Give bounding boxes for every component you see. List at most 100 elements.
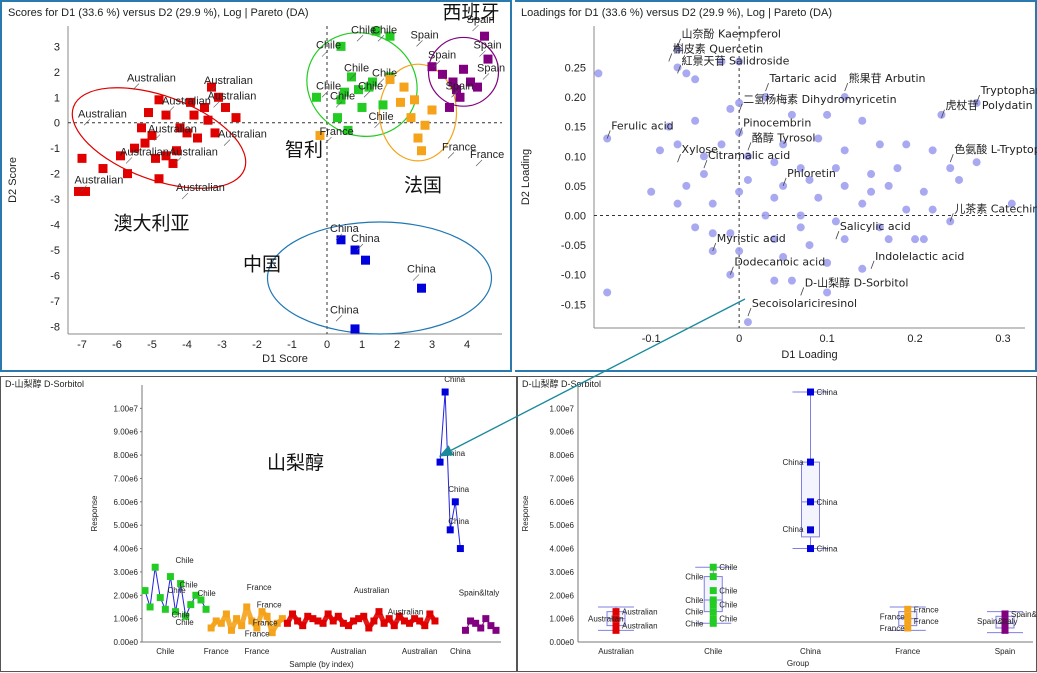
box-point-label: China [783, 458, 804, 467]
line-x-tick: Chile [156, 647, 175, 656]
scores-point-spain [438, 69, 447, 79]
loading-point [735, 57, 744, 66]
line-point [380, 619, 388, 627]
loading-label-leader [941, 109, 945, 118]
scores-point-australian [186, 97, 195, 107]
loading-label-leader [738, 127, 743, 136]
box-y-tick: 6.00e6 [550, 498, 575, 507]
response-line-panel[interactable]: D-山梨醇 D-Sorbitol 0.00e0 1.00e6 2.00e6 3.00e6… [0, 376, 517, 672]
scores-point-australian [98, 164, 108, 174]
loading-point [594, 69, 603, 78]
line-point [339, 619, 347, 627]
loading-label: Myristic acid [717, 232, 786, 245]
loading-point [717, 140, 726, 149]
line-point [446, 526, 454, 534]
scores-x-tick: 2 [394, 339, 400, 351]
line-y-tick: 8.00e6 [114, 451, 139, 460]
loading-point [691, 75, 700, 84]
loading-point [928, 205, 937, 214]
loading-point [875, 140, 884, 149]
scores-label-leader [447, 152, 455, 159]
loading-point [787, 110, 796, 119]
loading-point [867, 170, 876, 179]
scores-point-label: France [320, 126, 354, 138]
scores-group-ellipse [427, 36, 500, 107]
loading-point [840, 181, 849, 190]
box-point [1001, 626, 1009, 634]
scores-point-france [315, 130, 325, 140]
loading-point [796, 223, 805, 232]
loading-point [831, 164, 840, 173]
loading-point [884, 181, 893, 190]
loading-label-leader [606, 130, 611, 139]
scores-point-australian [168, 158, 178, 168]
scores-label-leader [482, 73, 490, 80]
loading-point [823, 258, 832, 267]
box-point-label: Australian [622, 622, 658, 631]
scores-point-china [350, 245, 360, 255]
scores-point-label: Chile [351, 24, 376, 36]
scores-point-australian [210, 128, 220, 138]
loading-label-leader [729, 266, 734, 275]
box-point [612, 622, 620, 630]
scores-label-leader [335, 315, 343, 322]
scores-point-label: China [330, 223, 360, 235]
scores-point-australian [140, 138, 150, 148]
scores-point-label: Chile [344, 62, 369, 74]
line-point [314, 617, 322, 625]
line-data-label: Chile [176, 618, 195, 627]
scores-x-tick: -7 [77, 339, 87, 351]
line-point [289, 610, 297, 618]
scores-point-label: Australian [162, 96, 211, 108]
box-point-label: Chile [719, 587, 738, 596]
line-point [451, 498, 459, 506]
loading-label: Tartaric acid [769, 72, 837, 85]
box-point [612, 608, 620, 616]
loadings-y-tick: -0.10 [561, 270, 586, 282]
box-point-label: Australian [622, 608, 658, 617]
scores-point-chile [333, 113, 342, 123]
loading-label-leader [949, 154, 954, 163]
loading-point [647, 187, 656, 196]
scores-group-ellipse [378, 63, 458, 162]
scores-point-label: Spain [474, 40, 502, 52]
line-point [477, 624, 485, 632]
box-point-label: Chile [685, 619, 704, 628]
loading-point [743, 318, 752, 327]
line-data-label: Australian [388, 608, 424, 617]
box-point [709, 573, 717, 581]
loading-point [796, 164, 805, 173]
loading-point [919, 235, 928, 244]
scores-point-australian [161, 110, 171, 120]
loading-label: Citramalic acid [708, 149, 790, 162]
scores-x-tick: -1 [287, 339, 297, 351]
scores-plot-panel[interactable]: Scores for D1 (33.6 %) versus D2 (29.9 %… [0, 0, 512, 372]
line-point [395, 612, 403, 620]
loading-point [708, 229, 717, 238]
scores-point-label: Australian [204, 75, 253, 87]
line-point [222, 610, 230, 618]
scores-label-leader [475, 159, 483, 167]
loadings-y-tick: 0.05 [565, 181, 586, 193]
line-x-label: Sample (by index) [289, 660, 354, 669]
line-point [461, 626, 469, 634]
scores-point-australian [231, 113, 241, 123]
scores-point-chile [340, 87, 349, 97]
loading-label-leader [677, 154, 681, 163]
line-point [487, 622, 495, 630]
line-point [161, 605, 169, 613]
box-point-label: Chile [719, 615, 738, 624]
loading-point [875, 223, 884, 232]
loading-point [911, 235, 920, 244]
box-y-tick: 0.00e0 [550, 638, 575, 647]
response-box-panel[interactable]: D-山梨醇 D-Sorbitol 0.00e0 1.00e6 2.00e6 3.00e6… [517, 376, 1037, 672]
scores-point-china [361, 255, 370, 265]
box-point [709, 615, 717, 623]
box-x-tick: Chile [704, 647, 723, 656]
loadings-plot-svg: Loadings for D1 (33.6 %) versus D2 (29.9… [520, 7, 1037, 361]
line-point [192, 591, 200, 599]
scores-plot-svg: Scores for D1 (33.6 %) versus D2 (29.9 %… [7, 2, 505, 365]
scores-point-chile [368, 77, 377, 87]
loadings-plot-panel[interactable]: Loadings for D1 (33.6 %) versus D2 (29.9… [515, 0, 1037, 372]
line-point [385, 615, 393, 623]
